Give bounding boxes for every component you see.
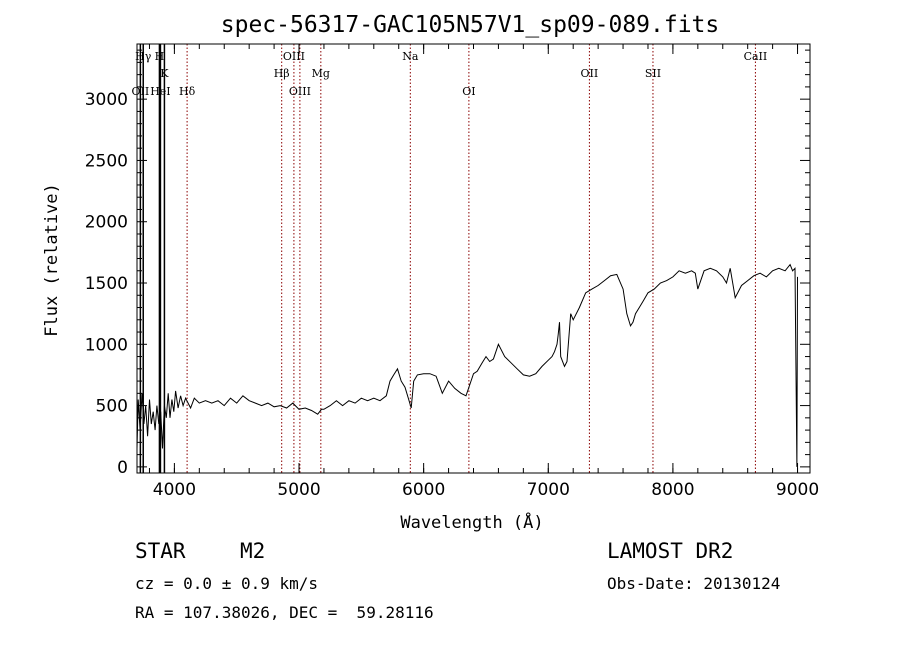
line-label-7: Hβ [274,67,290,80]
ra-dec: RA = 107.38026, DEC = 59.28116 [135,603,434,622]
y-axis-label: Flux (relative) [42,183,62,337]
x-tick-label-5: 9000 [776,480,819,500]
chart-title: spec-56317-GAC105N57V1_sp09-089.fits [221,12,720,38]
line-label-6: OIII [283,50,305,63]
y-tick-label-4: 2000 [85,213,128,233]
line-label-4: HeI [150,85,170,98]
object-subclass: M2 [240,539,266,563]
y-tick-label-3: 1500 [85,274,128,294]
spectrum-line-0 [136,263,798,467]
spectrum-series [136,263,798,467]
x-tick-label-0: 4000 [153,480,196,500]
x-tick-label-3: 7000 [527,480,570,500]
line-label-12: OII [581,67,599,80]
line-label-0: Hγ [135,50,152,63]
line-label-8: Mg [312,67,330,80]
y-tick-label-6: 3000 [85,90,128,110]
line-label-1: H [155,50,165,63]
x-tick-label-2: 6000 [402,480,445,500]
line-label-2: K [160,67,169,80]
y-tick-label-0: 0 [117,458,128,478]
line-label-11: OI [462,85,475,98]
object-class: STAR [135,539,186,563]
observation-date: Obs-Date: 20130124 [607,574,781,593]
x-axis-label: Wavelength (Å) [400,511,543,533]
line-label-14: CaII [744,50,768,63]
y-tick-label-1: 500 [96,397,128,417]
x-tick-label-4: 8000 [651,480,694,500]
survey-name: LAMOST DR2 [607,539,734,563]
plot-axes: 4000 5000 6000 7000 8000 9000 0 500 1000 1500 2000… [85,43,819,500]
redshift-cz: cz = 0.0 ± 0.9 km/s [135,574,319,593]
y-tick-label-2: 1000 [85,335,128,355]
line-label-3: OII [132,85,150,98]
line-label-10: Na [402,50,419,63]
x-tick-label-1: 5000 [277,480,320,500]
line-label-9: OIII [289,85,311,98]
y-tick-label-5: 2500 [85,151,128,171]
line-label-5: Hδ [179,85,196,98]
plot-frame [136,43,811,474]
line-label-13: SII [645,67,661,80]
